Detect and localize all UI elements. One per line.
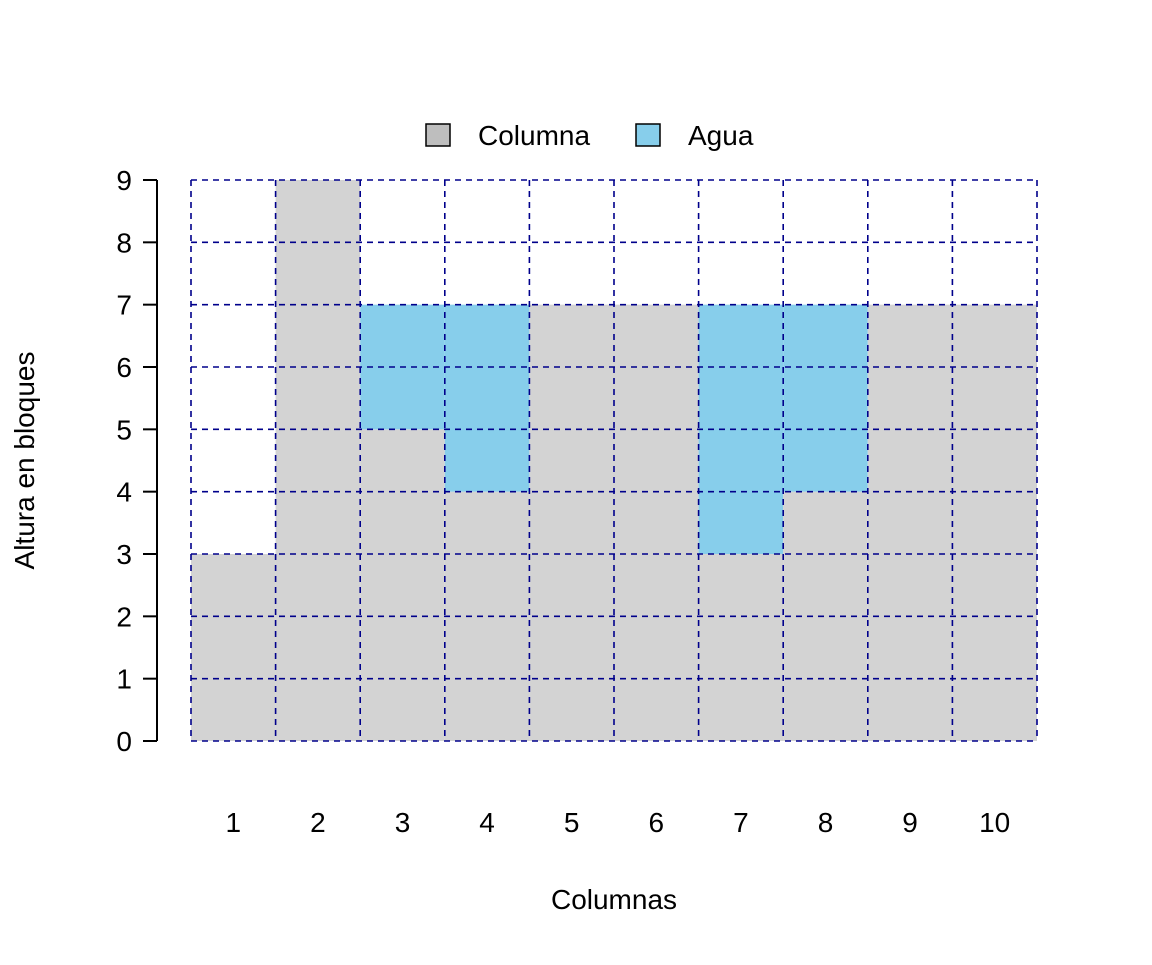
y-axis-title: Altura en bloques xyxy=(9,352,40,570)
legend-swatch-columna xyxy=(425,123,451,147)
y-tick-label: 6 xyxy=(116,352,132,383)
y-tick-label: 8 xyxy=(116,227,132,258)
x-tick-label: 6 xyxy=(649,807,665,838)
x-tick-label: 1 xyxy=(226,807,242,838)
x-tick-label: 5 xyxy=(564,807,580,838)
y-tick-label: 3 xyxy=(116,539,132,570)
x-axis-title: Columnas xyxy=(551,884,677,915)
bar-columna-col-9 xyxy=(867,304,953,741)
y-tick-label: 9 xyxy=(116,165,132,196)
bar-agua-col-8 xyxy=(783,304,868,492)
x-tick-label: 8 xyxy=(818,807,834,838)
x-tick-labels: 1 2 3 4 5 6 7 8 9 10 xyxy=(226,807,1011,838)
y-tick-label: 1 xyxy=(116,664,132,695)
bar-columna-col-10 xyxy=(952,304,1037,741)
bar-columna-col-3 xyxy=(360,429,445,741)
bar-columna-col-7 xyxy=(698,554,784,741)
y-tick-label: 0 xyxy=(116,726,132,757)
legend-label-columna: Columna xyxy=(478,120,590,151)
x-tick-label: 9 xyxy=(902,807,918,838)
y-tick-label: 2 xyxy=(116,601,132,632)
bar-columna-col-6 xyxy=(614,304,699,741)
bar-columna-col-2 xyxy=(275,180,361,741)
x-tick-label: 10 xyxy=(979,807,1010,838)
x-tick-label: 7 xyxy=(733,807,749,838)
legend: Columna Agua xyxy=(425,120,754,151)
x-tick-label: 4 xyxy=(479,807,495,838)
bar-columna-col-1 xyxy=(191,554,276,741)
y-tick-labels: 0 1 2 3 4 5 6 7 8 9 xyxy=(116,165,132,757)
y-tick-label: 5 xyxy=(116,414,132,445)
bar-agua-col-4 xyxy=(444,304,530,492)
x-tick-label: 3 xyxy=(395,807,411,838)
legend-swatch-agua xyxy=(635,123,661,147)
y-axis xyxy=(143,179,158,742)
y-tick-label: 4 xyxy=(116,477,132,508)
y-tick-label: 7 xyxy=(116,290,132,321)
legend-label-agua: Agua xyxy=(688,120,754,151)
bar-columna-col-5 xyxy=(529,304,614,741)
grid-layer xyxy=(190,179,1038,742)
x-tick-label: 2 xyxy=(310,807,326,838)
